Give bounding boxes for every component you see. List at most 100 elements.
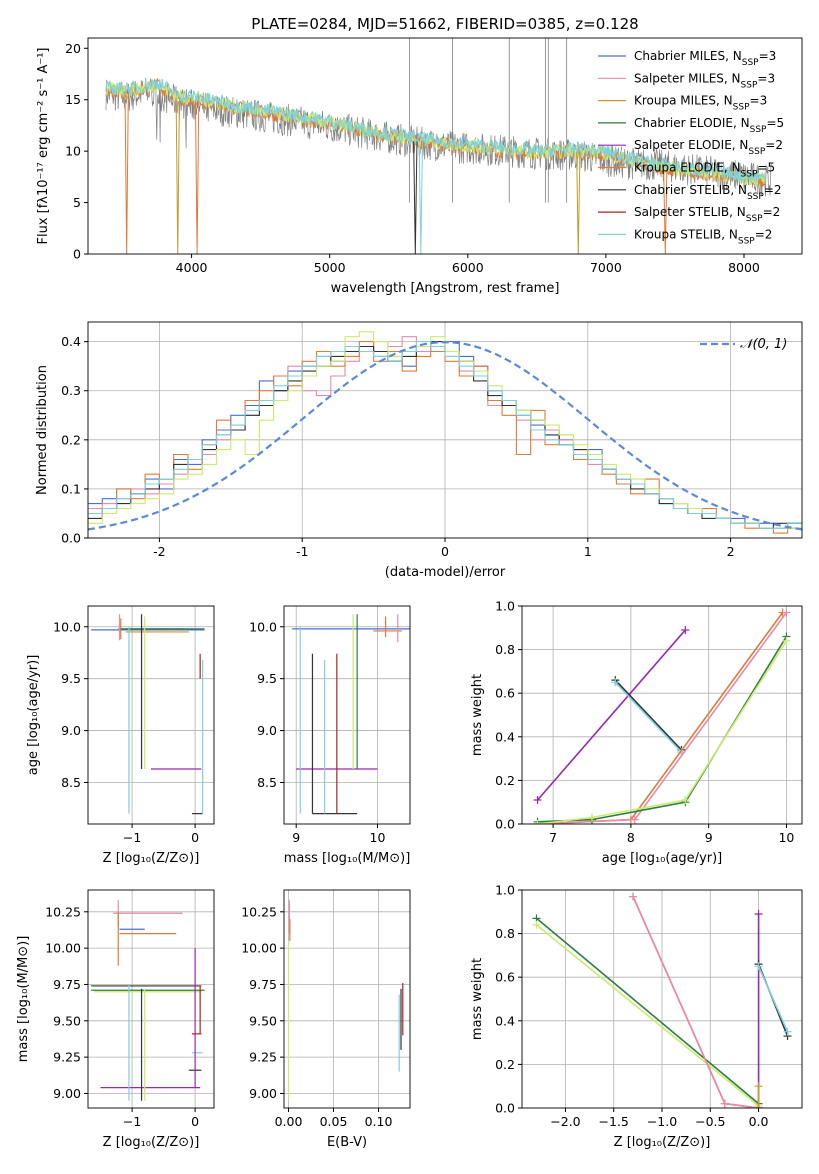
legend-label: Chabrier ELODIE, NSSP=5 [634, 116, 784, 135]
weight-marker [782, 608, 791, 617]
x-tick-label: 2 [727, 544, 735, 559]
panel-weight-age: 7 8 9 10 0.0 0.2 0.4 0.6 0.8 1.0 age [log₁₀(age/yr… [470, 599, 803, 866]
panel-mass-EBV: 0.00 0.05 0.10 9.00 9.25 9.50 9.75 10.00 10.25 E(… [241, 889, 411, 1150]
weight-line [535, 917, 760, 1105]
y-tick-label: 0.3 [61, 383, 81, 398]
y-tick-label: 9.0 [257, 723, 277, 738]
x-tick-label: 5000 [314, 260, 346, 275]
y-tick-label: 0.6 [495, 686, 515, 701]
observed-spectrum [105, 77, 772, 197]
weight-line [536, 629, 686, 801]
y-tick-label: 0.0 [495, 1101, 515, 1116]
y-tick-label: 9.25 [53, 1050, 81, 1065]
y-tick-label: 0.4 [495, 729, 515, 744]
absorption-drop [175, 97, 180, 254]
weight-line [757, 965, 789, 1033]
model-spectrum [105, 78, 766, 183]
x-axis-label: Z [log₁₀(Z/Z⊙)] [103, 851, 200, 866]
y-tick-label: 9.0 [61, 723, 81, 738]
x-axis-label: mass [log₁₀(M/M⊙)] [284, 851, 411, 866]
legend-label: Chabrier STELIB, NSSP=2 [634, 183, 782, 202]
weight-marker [629, 892, 638, 901]
weight-marker [782, 636, 791, 645]
x-tick-label: −1 [123, 830, 141, 845]
histogram-step [88, 341, 802, 529]
y-tick-label: 0 [73, 247, 81, 262]
weight-marker [588, 813, 596, 822]
x-tick-label: 0 [191, 1114, 199, 1129]
x-tick-label: 9 [292, 830, 300, 845]
weight-marker [754, 1082, 763, 1091]
x-tick-label: 0.05 [320, 1114, 348, 1129]
x-tick-label: 10 [778, 830, 794, 845]
weight-line [537, 612, 788, 824]
plot-area [522, 606, 802, 824]
plot-area [522, 890, 802, 1108]
y-tick-label: 10.00 [241, 941, 277, 956]
y-tick-label: 10.0 [249, 619, 277, 634]
weight-line [632, 896, 759, 1108]
y-tick-label: 10.25 [45, 904, 81, 919]
legend: Chabrier MILES, NSSP=3 Salpeter MILES, NS… [598, 49, 784, 246]
x-tick-label: 0.00 [275, 1114, 303, 1129]
y-tick-label: 0.2 [61, 432, 81, 447]
y-axis-label: mass [log₁₀(M/M⊙)] [16, 936, 31, 1063]
x-tick-label: 9 [705, 830, 713, 845]
weight-marker [754, 1104, 763, 1108]
y-tick-label: 1.0 [495, 599, 515, 614]
axes-frame [87, 37, 803, 255]
panel-spectrum: 4000 5000 6000 7000 8000 0 5 10 15 20 wavelength [… [36, 37, 803, 296]
x-tick-label: −0.5 [695, 1114, 725, 1129]
y-tick-label: 5 [73, 195, 81, 210]
panel-weight-Z: −2.0 −1.5 −1.0 −0.5 0.0 0.0 0.2 0.4 0.6 0.8 1.0 Z [… [470, 883, 803, 1150]
x-tick-label: −2.0 [550, 1114, 580, 1129]
x-axis-label: Z [log₁₀(Z/Z⊙)] [614, 1135, 711, 1150]
plot-area [105, 38, 772, 254]
y-axis-label: mass weight [470, 674, 485, 756]
plot-area [88, 890, 214, 1108]
y-tick-label: 0.4 [61, 334, 81, 349]
axes-frame [283, 605, 411, 825]
x-tick-label: 10 [370, 830, 386, 845]
legend-label: Salpeter MILES, NSSP=3 [634, 71, 775, 90]
y-tick-label: 8.5 [61, 775, 81, 790]
legend-label: Kroupa MILES, NSSP=3 [634, 94, 767, 113]
axes-frame [87, 889, 215, 1109]
y-tick-label: 0.6 [495, 970, 515, 985]
y-tick-label: 9.5 [257, 671, 277, 686]
y-tick-label: 9.00 [53, 1086, 81, 1101]
y-tick-label: 20 [65, 41, 81, 56]
weight-line [537, 612, 784, 824]
y-axis-label: Normed distribution [35, 365, 50, 495]
x-axis-label: age [log₁₀(age/yr)] [602, 851, 723, 866]
y-tick-label: 9.5 [61, 671, 81, 686]
absorption-drop [576, 152, 581, 254]
x-tick-label: 8 [627, 830, 635, 845]
plot-area [88, 606, 214, 824]
weight-marker [783, 1027, 792, 1036]
normal-curve [88, 341, 802, 531]
y-tick-label: 9.50 [249, 1013, 277, 1028]
absorption-drop [124, 91, 129, 254]
weight-line [614, 681, 682, 753]
y-axis-label: Flux [fλ10⁻¹⁷ erg cm⁻² s⁻¹ A⁻¹] [36, 48, 51, 245]
y-tick-label: 9.50 [53, 1013, 81, 1028]
y-tick-label: 9.25 [249, 1050, 277, 1065]
y-tick-label: 10.00 [45, 941, 81, 956]
weight-marker [754, 962, 763, 971]
y-tick-label: 10.0 [53, 619, 81, 634]
y-axis-label: mass weight [470, 958, 485, 1040]
panel-residuals: -2 -1 0 1 2 0.0 0.1 0.2 0.3 0.4 (data-model)/error… [35, 321, 803, 580]
legend: 𝒩(0, 1) [700, 337, 787, 352]
x-tick-label: −1 [123, 1114, 141, 1129]
plot-area [88, 322, 802, 538]
axes-frame [87, 605, 215, 825]
y-tick-label: 9.00 [249, 1086, 277, 1101]
x-tick-label: 7 [549, 830, 557, 845]
axes-frame [283, 889, 411, 1109]
x-tick-label: 0 [191, 830, 199, 845]
legend-label: Chabrier MILES, NSSP=3 [634, 49, 776, 68]
weight-line [632, 896, 759, 1108]
x-tick-label: 4000 [176, 260, 208, 275]
x-axis-label: Z [log₁₀(Z/Z⊙)] [103, 1135, 200, 1150]
